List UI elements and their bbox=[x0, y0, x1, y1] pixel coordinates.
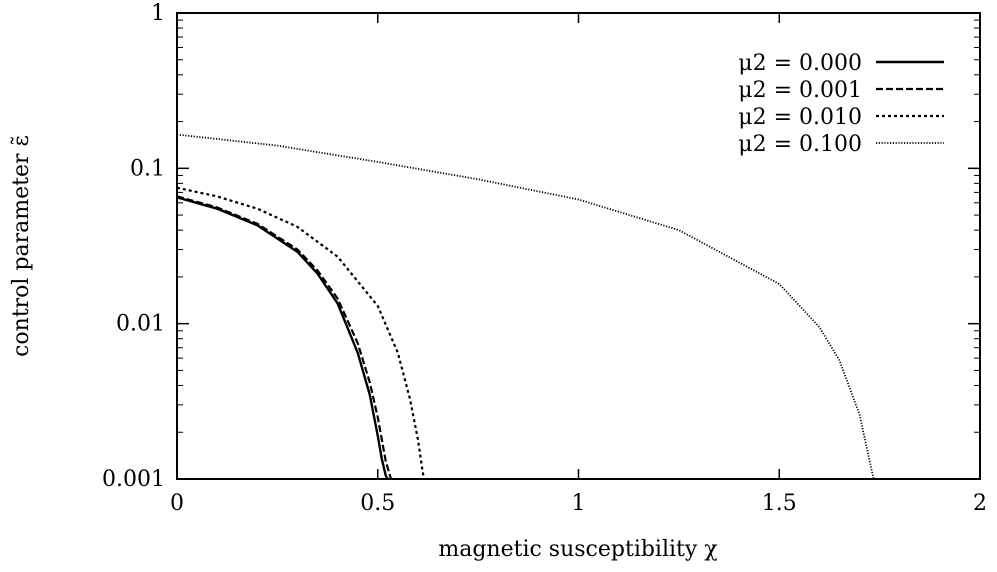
legend-label: μ2 = 0.000 bbox=[738, 51, 862, 76]
series-line-4 bbox=[176, 133, 875, 480]
x-tick-label: 0 bbox=[170, 491, 184, 516]
y-tick-label: 0.1 bbox=[130, 156, 165, 181]
series-line-2 bbox=[176, 195, 393, 480]
series-line-3 bbox=[176, 186, 426, 480]
y-axis-label: control parameter ε̃ bbox=[9, 135, 34, 357]
x-axis-label: magnetic susceptibility χ bbox=[438, 537, 717, 562]
series-layer bbox=[176, 133, 875, 480]
x-tick-label: 2 bbox=[973, 491, 987, 516]
y-tick-label: 1 bbox=[151, 1, 165, 26]
x-tick-label: 0.5 bbox=[360, 491, 395, 516]
y-tick-label: 0.01 bbox=[116, 312, 165, 337]
x-tick-label: 1 bbox=[572, 491, 586, 516]
legend-label: μ2 = 0.010 bbox=[738, 105, 862, 130]
series-line-1 bbox=[176, 196, 389, 480]
y-tick-label: 0.001 bbox=[102, 467, 165, 492]
legend-label: μ2 = 0.001 bbox=[738, 78, 862, 103]
tick-marks bbox=[176, 12, 981, 480]
x-tick-label: 1.5 bbox=[762, 491, 797, 516]
tick-labels: 0 0.5 1 1.5 2 0.001 0.01 0.1 1 bbox=[102, 1, 987, 516]
legend-label: μ2 = 0.100 bbox=[738, 132, 862, 157]
